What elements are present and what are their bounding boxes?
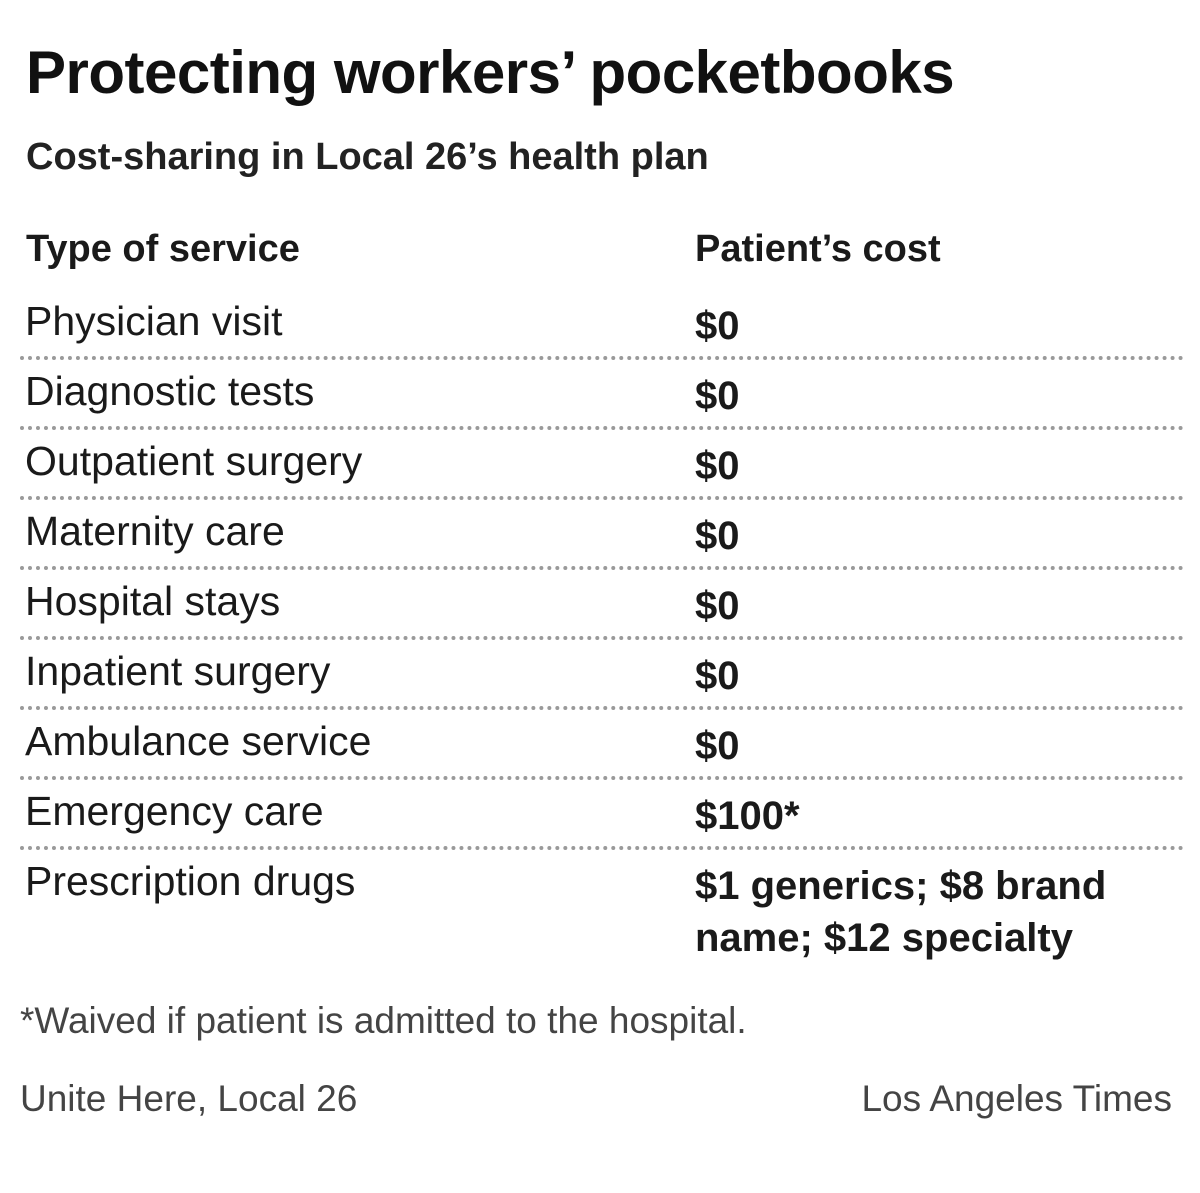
- table-row: Prescription drugs $1 generics; $8 brand…: [20, 850, 1184, 970]
- service-cell: Ambulance service: [25, 718, 372, 764]
- service-cell: Emergency care: [25, 788, 324, 834]
- cost-cell: $0: [695, 584, 740, 628]
- table-row: Ambulance service $0: [20, 710, 1184, 780]
- chart-subtitle: Cost-sharing in Local 26’s health plan: [26, 136, 709, 178]
- table-row: Maternity care $0: [20, 500, 1184, 570]
- chart-title: Protecting workers’ pocketbooks: [26, 39, 955, 106]
- cost-cell: $0: [695, 724, 740, 768]
- service-cell: Outpatient surgery: [25, 438, 363, 484]
- cost-cell: $0: [695, 374, 740, 418]
- footnote: *Waived if patient is admitted to the ho…: [20, 1000, 747, 1041]
- cost-cell: $100*: [695, 794, 800, 838]
- service-cell: Prescription drugs: [25, 858, 356, 904]
- cost-cell: $0: [695, 444, 740, 488]
- table-row: Hospital stays $0: [20, 570, 1184, 640]
- table-row: Outpatient surgery $0: [20, 430, 1184, 500]
- service-cell: Inpatient surgery: [25, 648, 331, 694]
- service-cell: Physician visit: [25, 298, 283, 344]
- service-cell: Hospital stays: [25, 578, 281, 624]
- cost-cell: $0: [695, 514, 740, 558]
- publisher-credit: Los Angeles Times: [861, 1078, 1172, 1119]
- service-cell: Maternity care: [25, 508, 285, 554]
- source-credit: Unite Here, Local 26: [20, 1078, 358, 1119]
- cost-table: Physician visit $0 Diagnostic tests $0 O…: [20, 290, 1184, 970]
- column-header-service: Type of service: [26, 228, 300, 270]
- cost-cell: $1 generics; $8 brand name; $12 specialt…: [695, 864, 1107, 960]
- service-cell: Diagnostic tests: [25, 368, 315, 414]
- cost-cell: $0: [695, 654, 740, 698]
- column-header-cost: Patient’s cost: [695, 228, 941, 270]
- table-row: Physician visit $0: [20, 290, 1184, 360]
- table-row: Inpatient surgery $0: [20, 640, 1184, 710]
- cost-cell: $0: [695, 304, 740, 348]
- table-row: Diagnostic tests $0: [20, 360, 1184, 430]
- table-row: Emergency care $100*: [20, 780, 1184, 850]
